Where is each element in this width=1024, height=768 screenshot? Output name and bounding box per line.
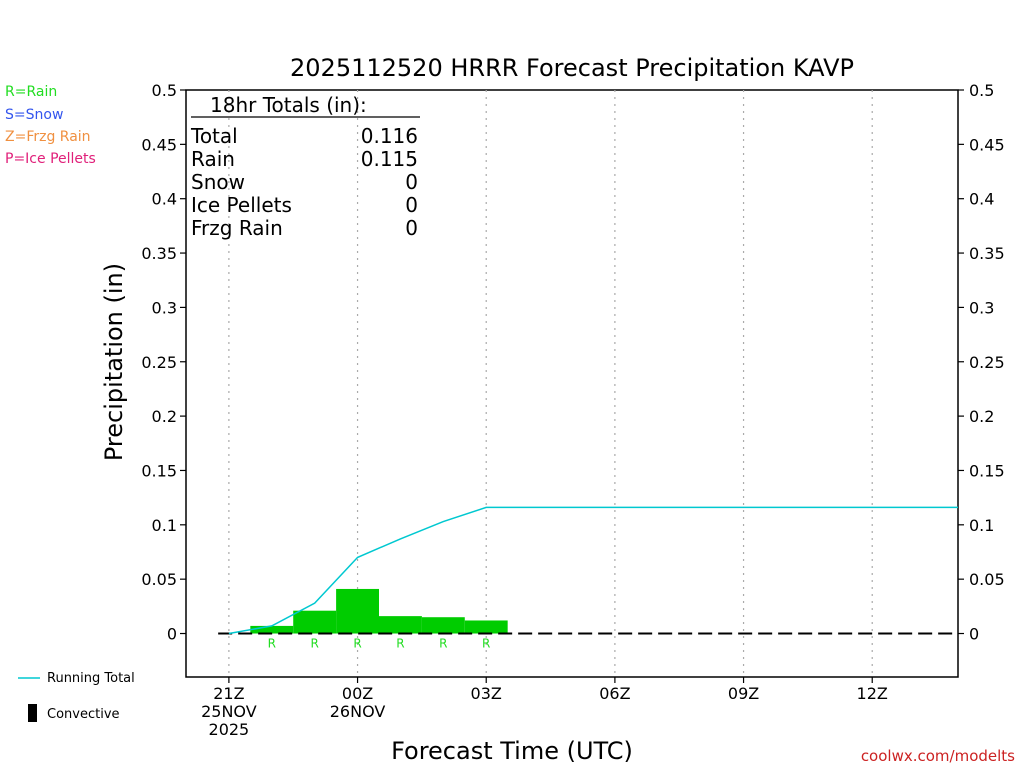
precip-bars <box>250 588 508 634</box>
running-total-legend-label: Running Total <box>47 671 135 686</box>
ptype-label-5: R <box>482 637 490 651</box>
y-tick-label-left-4: 0.2 <box>152 407 177 426</box>
legend-rain: R=Rain <box>5 84 57 100</box>
x-tick-label-0-1: 25NOV <box>201 702 257 721</box>
totals-table: Total 0.116 Rain 0.115 Snow 0 Ice Pellets 0 Frzg… <box>190 124 418 240</box>
precip-bar-1 <box>293 610 337 634</box>
y-tick-label-left-5: 0.25 <box>141 353 177 372</box>
totals-label-1: Rain <box>191 147 235 171</box>
y-axis-label: Precipitation (in) <box>100 263 128 461</box>
x-tick-label-1-0: 00Z <box>342 684 373 703</box>
convective-legend-label: Convective <box>47 707 120 722</box>
totals-value-2: 0 <box>405 170 418 194</box>
totals-value-3: 0 <box>405 193 418 217</box>
precip-bar-3 <box>379 616 422 634</box>
running-total-line <box>228 506 958 635</box>
precip-bar-5 <box>464 620 508 634</box>
x-gridlines <box>228 90 873 677</box>
y-tick-label-left-0: 0 <box>167 625 177 644</box>
x-tick-label-4-0: 09Z <box>728 684 759 703</box>
legend-snow: S=Snow <box>5 107 63 123</box>
ptype-label-3: R <box>396 637 404 651</box>
watermark: coolwx.com/modelts <box>861 747 1015 765</box>
ptype-label-1: R <box>310 637 318 651</box>
y-tick-label-left-2: 0.1 <box>152 516 177 535</box>
ptype-label-2: R <box>353 637 361 651</box>
totals-value-4: 0 <box>405 216 418 240</box>
y-tick-label-right-6: 0.3 <box>969 298 994 317</box>
totals-value-1: 0.115 <box>361 147 418 171</box>
y-tick-label-left-6: 0.3 <box>152 298 177 317</box>
y-tick-label-right-5: 0.25 <box>969 353 1005 372</box>
convective-legend-swatch <box>28 704 37 722</box>
y-tick-label-right-9: 0.45 <box>969 135 1005 154</box>
x-tick-label-0-2: 2025 <box>209 720 250 739</box>
legend-frzg-rain: Z=Frzg Rain <box>5 129 91 145</box>
y-tick-label-right-2: 0.1 <box>969 516 994 535</box>
totals-label-2: Snow <box>191 170 245 194</box>
y-tick-label-left-1: 0.05 <box>141 570 177 589</box>
x-tick-label-2-0: 03Z <box>471 684 502 703</box>
running-total-polyline <box>228 506 958 635</box>
precip-bar-0 <box>250 625 294 634</box>
totals-label-4: Frzg Rain <box>191 216 283 240</box>
x-axis-label: Forecast Time (UTC) <box>391 737 633 765</box>
x-tick-label-0-0: 21Z <box>213 684 244 703</box>
y-tick-label-right-0: 0 <box>969 625 979 644</box>
y-axis-ticks: 0 00.05 0.050.1 0.10.15 0.150.2 0.20.25 0.250.… <box>141 81 1004 644</box>
totals-label-3: Ice Pellets <box>191 193 292 217</box>
precip-bar-4 <box>421 617 465 634</box>
x-tick-label-1-1: 26NOV <box>330 702 386 721</box>
y-tick-label-right-4: 0.2 <box>969 407 994 426</box>
y-tick-label-left-10: 0.5 <box>152 81 177 100</box>
legend-ice-pellets: P=Ice Pellets <box>5 151 96 167</box>
y-tick-label-left-3: 0.15 <box>141 461 177 480</box>
precip-bar-2 <box>336 588 379 634</box>
y-tick-label-right-10: 0.5 <box>969 81 994 100</box>
totals-header: 18hr Totals (in): <box>210 93 367 117</box>
totals-label-0: Total <box>190 124 238 148</box>
y-tick-label-right-7: 0.35 <box>969 244 1005 263</box>
x-tick-label-3-0: 06Z <box>599 684 630 703</box>
y-tick-label-right-3: 0.15 <box>969 461 1005 480</box>
y-tick-label-left-8: 0.4 <box>152 190 177 209</box>
y-tick-label-left-7: 0.35 <box>141 244 177 263</box>
plot-frame <box>185 89 959 678</box>
totals-value-0: 0.116 <box>361 124 418 148</box>
y-tick-label-left-9: 0.45 <box>141 135 177 154</box>
x-tick-label-5-0: 12Z <box>857 684 888 703</box>
ptype-label-0: R <box>268 637 276 651</box>
y-tick-label-right-1: 0.05 <box>969 570 1005 589</box>
chart-title: 2025112520 HRRR Forecast Precipitation K… <box>290 54 854 82</box>
y-tick-label-right-8: 0.4 <box>969 190 994 209</box>
ptype-label-4: R <box>439 637 447 651</box>
